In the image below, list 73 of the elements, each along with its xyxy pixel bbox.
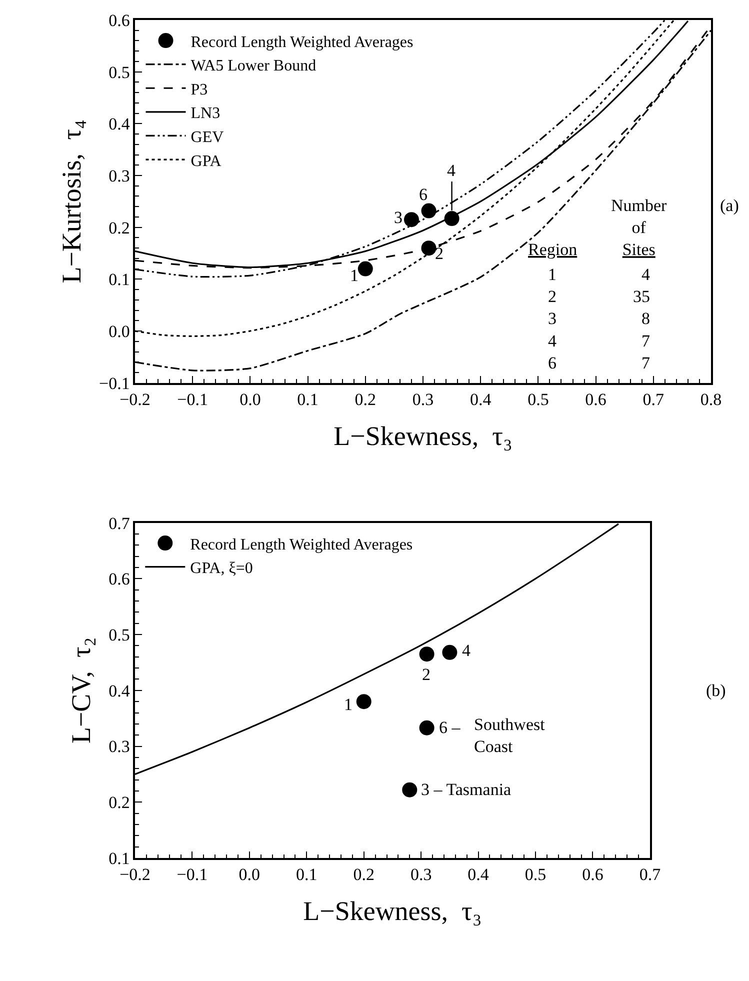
y-tick-label: 0.3 (108, 166, 130, 186)
x-tick-label: 0.3 (412, 390, 434, 410)
x-tick-label: 0.2 (354, 390, 376, 410)
annotation: Region (528, 240, 578, 259)
annotation: 3 (394, 208, 402, 227)
x-tick-label: 0.4 (470, 390, 492, 410)
y-tick-label: 0.5 (108, 625, 130, 644)
point (358, 261, 373, 276)
x-tick-label: 0.7 (639, 865, 662, 884)
x-tick-label: 0.0 (240, 390, 261, 410)
annotation: Southwest Coast (474, 715, 546, 756)
x-tick-label: 0.8 (700, 390, 722, 410)
annotation: 2 (422, 665, 430, 684)
annotation: 6 (419, 185, 428, 204)
annotation: 1 2 3 4 6 (548, 265, 557, 372)
legend-label: LN3 (190, 105, 220, 122)
annotation: Number of Sites (611, 196, 668, 260)
y-tick-label: 0.4 (108, 114, 130, 134)
annotation: 4 (462, 641, 471, 660)
annotation: 4 35 8 7 7 (633, 265, 650, 372)
legend-label: WA5 Lower Bound (190, 58, 316, 75)
x-tick-label: 0.5 (528, 390, 549, 410)
x-tick-label: −0.2 (120, 865, 150, 884)
x-tick-label: 0.1 (297, 390, 318, 410)
legend-label: Record Length Weighted Averages (190, 34, 414, 51)
legend-label: P3 (190, 81, 208, 98)
text: (a) (720, 196, 739, 215)
x-tick-label: 0.1 (296, 865, 318, 884)
y-tick-label: 0.0 (108, 322, 130, 341)
x-tick-label: 0.5 (524, 865, 546, 884)
text: (b) (706, 681, 726, 700)
annotation: 1 (350, 266, 358, 285)
x-tick-label: −0.1 (177, 390, 208, 410)
y-tick-label: 0.5 (108, 62, 130, 82)
x-tick-label: 0.6 (585, 390, 606, 410)
x-tick-label: 0.2 (353, 865, 374, 884)
y-tick-label: 0.4 (108, 681, 130, 700)
point (356, 694, 372, 710)
y-tick-label: 0.2 (108, 793, 130, 812)
y-tick-label: 0.6 (108, 570, 130, 589)
y-tick-label: 0.3 (108, 737, 130, 756)
point (404, 212, 419, 228)
annotation: 1 (344, 695, 352, 714)
point (442, 644, 458, 660)
x-tick-label: 0.4 (468, 865, 490, 884)
y-tick-label: 0.1 (108, 848, 130, 868)
x-tick-label: 0.3 (410, 865, 432, 884)
x-axis-title: L−Skewness, τ₃ (303, 896, 482, 926)
annotation: 4 (447, 161, 456, 180)
x-tick-label: 0.0 (238, 865, 260, 884)
annotation: 6 – (439, 718, 461, 737)
point (419, 720, 434, 736)
x-tick-label: −0.2 (120, 390, 150, 410)
legend-label: GPA, ξ=0 (190, 560, 253, 578)
y-tick-label: −0.1 (99, 374, 130, 393)
x-tick-label: −0.1 (176, 865, 208, 884)
legend-label: GEV (190, 128, 224, 146)
legend-label: GPA (190, 152, 222, 170)
y-tick-label: 0.7 (108, 514, 130, 533)
y-tick-label: 0.2 (108, 218, 130, 238)
legend-label: Record Length Weighted Averages (190, 536, 413, 554)
point (421, 203, 436, 218)
annotation: 3 – Tasmania (421, 780, 512, 799)
y-axis-title: L−CV, τ₂ (66, 637, 96, 744)
y-axis-title: L−Kurtosis, τ₄ (56, 120, 87, 284)
x-axis-title: L−Skewness, τ₃ (334, 420, 512, 451)
y-tick-label: 0.1 (108, 270, 130, 290)
annotation: 2 (435, 244, 444, 263)
x-tick-label: 0.6 (582, 865, 604, 884)
y-tick-label: 0.6 (108, 10, 130, 30)
x-tick-label: 0.7 (642, 390, 665, 410)
point (402, 782, 418, 798)
point (419, 646, 434, 662)
